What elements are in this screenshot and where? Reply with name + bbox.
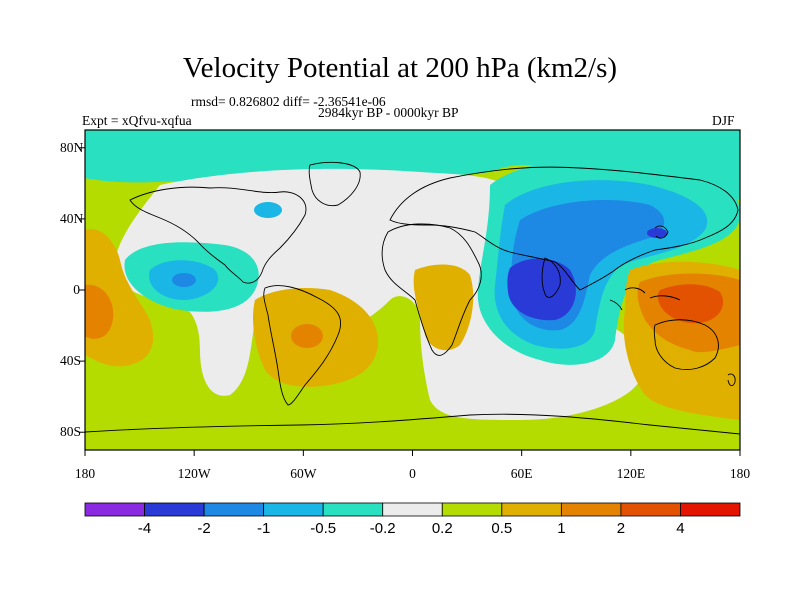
lat-tick-label: 40N	[60, 210, 84, 226]
lon-tick-label: 180	[74, 466, 96, 481]
coastlines	[85, 161, 740, 435]
lat-tick-label: 0	[73, 282, 80, 297]
lat-tick-label: 80S	[60, 424, 82, 440]
colorbar-label: 4	[676, 520, 685, 537]
antarctic-band	[85, 420, 740, 450]
samerica-positive-core	[291, 324, 323, 348]
colorbar-label: -0.2	[369, 520, 396, 537]
antarctica-coast	[85, 413, 740, 435]
lon-tick-label: 120E	[616, 466, 646, 481]
lon-tick-label: 60E	[510, 466, 533, 481]
india-coast	[541, 257, 561, 298]
longitude-ticks	[84, 450, 741, 456]
greenland-coast	[308, 161, 361, 207]
australia-coast	[653, 319, 719, 370]
south-america-coast	[263, 285, 342, 406]
colorbar-label: 2	[616, 520, 626, 537]
indian-ocean-core	[507, 258, 576, 321]
japan-core	[647, 228, 667, 238]
colorbar-swatch	[203, 502, 265, 517]
lon-tick-label: 120W	[177, 466, 211, 481]
latitude-ticks	[79, 147, 85, 433]
lon-tick-label: 60W	[290, 466, 317, 481]
lat-tick-label: 40S	[60, 353, 82, 369]
maritime-positive-core	[657, 284, 724, 324]
north-america-coast	[129, 186, 307, 284]
dateline-positive-core	[85, 284, 114, 339]
colorbar-label: 0.2	[431, 520, 453, 537]
colorbar-label: -2	[197, 520, 211, 537]
new-zealand-coast	[727, 373, 736, 387]
season-label: DJF	[712, 113, 735, 128]
colorbar-label: 0.5	[491, 520, 513, 537]
africa-coast	[381, 223, 482, 356]
maritime-islands	[609, 287, 681, 311]
stats-label: rmsd= 0.826802 diff= -2.36541e-06	[191, 94, 386, 109]
colorbar-swatch	[680, 502, 741, 517]
colorbar-swatch	[382, 502, 443, 517]
experiment-label: Expt = xQfvu-xqfua	[82, 113, 192, 128]
colorbar-swatch	[501, 502, 562, 517]
lat-tick-label: 80N	[60, 139, 84, 155]
hudson-negative	[254, 202, 282, 218]
lon-tick-label: 0	[409, 466, 416, 481]
colorbar-label: -0.5	[310, 520, 337, 537]
colorbar-swatch	[560, 502, 622, 517]
eurasia-coast	[389, 166, 739, 291]
colorbar-swatch	[322, 502, 384, 517]
period-label: 2984kyr BP - 0000kyr BP	[318, 105, 459, 120]
colorbar-label: 1	[557, 520, 566, 537]
colorbar	[84, 502, 741, 517]
colorbar-swatch	[263, 502, 324, 517]
colorbar-swatch	[620, 502, 681, 517]
colorbar-label: -1	[256, 520, 271, 537]
pacific-negative-core	[172, 273, 196, 287]
japan-coast	[654, 225, 669, 239]
colorbar-swatch	[84, 502, 145, 517]
velocity-potential-field	[85, 130, 740, 450]
colorbar-label: -4	[137, 520, 152, 537]
plot-title: Velocity Potential at 200 hPa (km2/s)	[182, 52, 618, 84]
colorbar-swatch	[441, 502, 503, 517]
lon-tick-label: 180	[729, 466, 751, 481]
arctic-negative-band	[85, 130, 740, 200]
colorbar-swatch	[144, 502, 205, 517]
